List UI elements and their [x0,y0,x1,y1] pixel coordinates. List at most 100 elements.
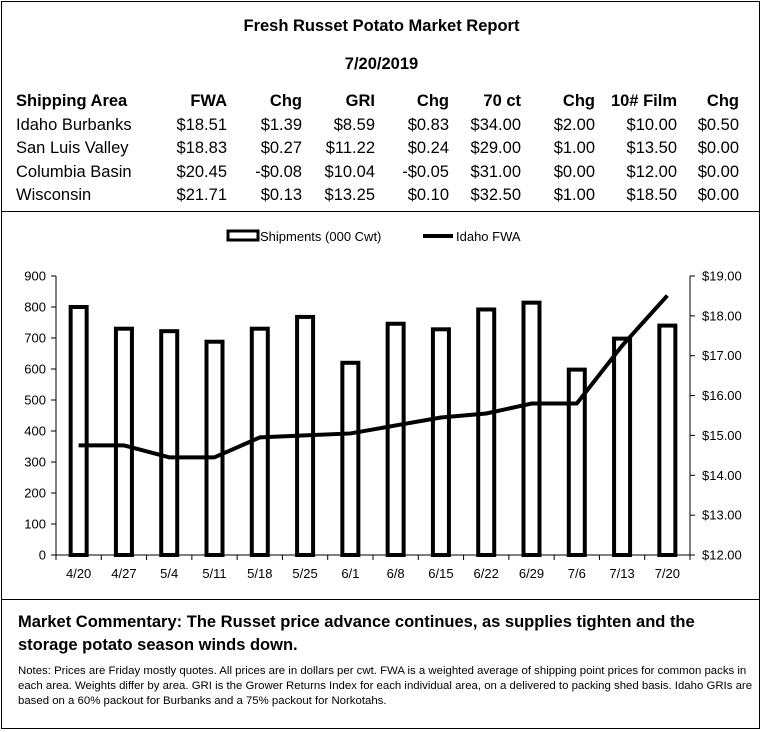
table-cell: $10.00 [626,115,677,134]
table-cell: $13.25 [324,186,375,205]
shipment-bar [566,367,587,557]
x-tick-label: 4/20 [66,566,91,581]
shipment-bar [68,305,89,557]
table-cell: $13.50 [626,139,677,158]
table-cell: $32.50 [470,186,521,205]
table-cell: $18.51 [176,115,227,134]
y-left-tick-label: 300 [24,455,46,470]
table-cell: Idaho Burbanks [16,115,132,134]
table-cell: $0.27 [260,139,302,158]
commentary-text: The Russet price advance continues, as s… [18,613,695,654]
report-notes: Notes: Prices are Friday mostly quotes. … [18,665,753,707]
y-right-tick-label: $13.00 [702,508,742,523]
shipment-bar [385,321,406,557]
chart-area [1,211,760,600]
idaho-fwa-line [78,294,669,460]
column-header: Chg [706,92,739,111]
table-cell: San Luis Valley [16,139,129,158]
y-right-tick-label: $17.00 [702,348,742,363]
x-tick-label: 7/13 [609,566,634,581]
table-cell: $31.00 [470,162,521,181]
table-cell: $20.45 [176,162,227,181]
table-cell: Wisconsin [16,186,92,205]
table-cell: $0.13 [260,186,302,205]
table-cell: $18.50 [626,186,677,205]
x-tick-label: 5/25 [292,566,317,581]
y-left-tick-label: 800 [24,300,46,315]
x-tick-label: 5/4 [160,566,178,581]
legend-shipments-swatch [226,229,260,242]
table-cell: $0.00 [697,162,739,181]
table-cell: $21.71 [176,186,227,205]
x-tick-label: 5/18 [247,566,272,581]
y-left-tick-label: 100 [24,517,46,532]
legend-fwa-label: Idaho FWA [456,229,521,244]
table-cell: $0.00 [697,186,739,205]
shipment-bar [430,327,451,557]
table-cell: $1.00 [553,186,595,205]
table-cell: $8.59 [333,115,375,134]
y-left-tick-label: 0 [39,548,46,563]
shipment-bar [204,339,225,557]
x-tick-label: 4/27 [111,566,136,581]
shipment-bar [612,336,633,557]
y-left-tick-label: 500 [24,393,46,408]
column-header: Chg [416,92,449,111]
market-commentary: Market Commentary: The Russet price adva… [18,611,748,657]
x-tick-label: 6/15 [428,566,453,581]
y-right-tick-label: $15.00 [702,428,742,443]
column-header: Chg [269,92,302,111]
y-left-tick-label: 400 [24,424,46,439]
table-cell: $12.00 [626,162,677,181]
table-cell: Columbia Basin [16,162,132,181]
x-tick-label: 5/11 [202,566,226,581]
table-cell: $10.04 [324,162,375,181]
table-cell: -$0.08 [255,162,302,181]
table-row: San Luis Valley $18.83 $0.27 $11.22 $0.2… [16,137,739,161]
y-right-tick-label: $18.00 [702,308,742,323]
column-header: 10# Film [610,92,677,111]
x-tick-label: 6/29 [519,566,544,581]
table-cell: $2.00 [553,115,595,134]
legend-shipments-label: Shipments (000 Cwt) [260,229,381,244]
table-cell: $18.83 [176,139,227,158]
shipment-bar [340,360,361,557]
table-cell: $1.39 [260,115,302,134]
table-cell: $0.00 [697,139,739,158]
y-left-tick-label: 600 [24,362,46,377]
y-right-tick-label: $14.00 [702,468,742,483]
report-title: Fresh Russet Potato Market Report [243,17,520,35]
shipment-bar [476,307,497,558]
table-cell: $0.00 [553,162,595,181]
x-tick-label: 6/1 [341,566,359,581]
table-cell: $0.10 [407,186,449,205]
table-cell: -$0.05 [402,162,449,181]
report-date: 7/20/2019 [344,55,419,73]
shipment-bar [521,300,542,557]
table-cell: $11.22 [325,139,375,158]
y-left-tick-label: 700 [24,331,46,346]
y-right-tick-label: $16.00 [702,388,742,403]
y-left-tick-label: 200 [24,486,46,501]
table-row: Wisconsin $21.71 $0.13 $13.25 $0.10 $32.… [16,184,739,208]
table-cell: $0.50 [697,115,739,134]
table-header-row: Shipping Area FWA Chg GRI Chg 70 ct Chg … [16,90,739,114]
column-header: 70 ct [483,92,521,111]
x-tick-label: 7/20 [655,566,680,581]
y-right-tick-label: $19.00 [702,269,742,284]
market-table: Shipping Area FWA Chg GRI Chg 70 ct Chg … [16,90,739,208]
shipment-bar [657,323,678,557]
table-row: Idaho Burbanks $18.51 $1.39 $8.59 $0.83 … [16,114,739,138]
table-cell: $29.00 [470,139,521,158]
table-cell: $1.00 [553,139,595,158]
table-cell: $34.00 [470,115,521,134]
column-header: Shipping Area [16,92,128,111]
y-right-tick-label: $12.00 [702,548,742,563]
table-cell: $0.24 [407,139,449,158]
x-tick-label: 6/8 [387,566,405,581]
x-tick-label: 6/22 [474,566,499,581]
table-cell: $0.83 [407,115,449,134]
shipments-fwa-chart: 0 100 200 300 400 500 600 700 800 900 $12.00 $13.00… [24,229,742,581]
column-header: Chg [562,92,595,111]
